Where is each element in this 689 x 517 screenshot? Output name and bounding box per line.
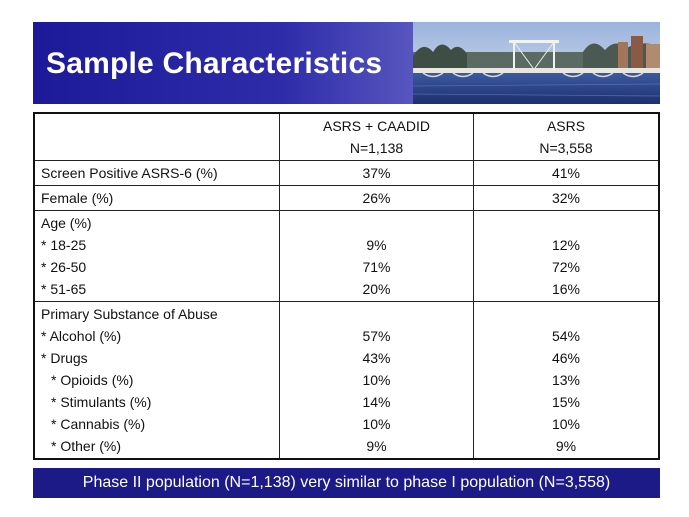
row-value: 26% xyxy=(279,185,474,211)
row-value: 32% xyxy=(473,185,660,211)
summary-text: Phase II population (N=1,138) very simil… xyxy=(82,474,611,491)
slide-title: Sample Characteristics xyxy=(46,47,383,80)
abuse-values-a: 57% 43% 10% 14% 10% 9% xyxy=(279,301,474,460)
header-empty-cell xyxy=(33,112,280,161)
row-value: 41% xyxy=(473,160,660,186)
age-labels: Age (%) * 18-25 * 26-50 * 51-65 xyxy=(33,210,280,302)
sample-characteristics-table: ASRS + CAADID N=1,138 ASRS N=3,558 Scree… xyxy=(33,112,660,460)
title-banner: Sample Characteristics xyxy=(33,22,660,104)
row-label: Female (%) xyxy=(33,185,280,211)
canal-bridge-photo xyxy=(413,22,660,104)
row-label: Screen Positive ASRS-6 (%) xyxy=(33,160,280,186)
table-row: Female (%) 26% 32% xyxy=(33,185,660,211)
summary-banner: Phase II population (N=1,138) very simil… xyxy=(33,468,660,498)
age-values-a: 9% 71% 20% xyxy=(279,210,474,302)
table-row-abuse: Primary Substance of Abuse * Alcohol (%)… xyxy=(33,301,660,460)
abuse-labels: Primary Substance of Abuse * Alcohol (%)… xyxy=(33,301,280,460)
column-header-asrs: ASRS N=3,558 xyxy=(473,112,660,161)
column-header-asrs-caadid: ASRS + CAADID N=1,138 xyxy=(279,112,474,161)
row-value: 37% xyxy=(279,160,474,186)
table-header-row: ASRS + CAADID N=1,138 ASRS N=3,558 xyxy=(33,112,660,161)
age-values-b: 12% 72% 16% xyxy=(473,210,660,302)
table-row-age: Age (%) * 18-25 * 26-50 * 51-65 9% 71% 2… xyxy=(33,210,660,302)
abuse-values-b: 54% 46% 13% 15% 10% 9% xyxy=(473,301,660,460)
table-row: Screen Positive ASRS-6 (%) 37% 41% xyxy=(33,160,660,186)
